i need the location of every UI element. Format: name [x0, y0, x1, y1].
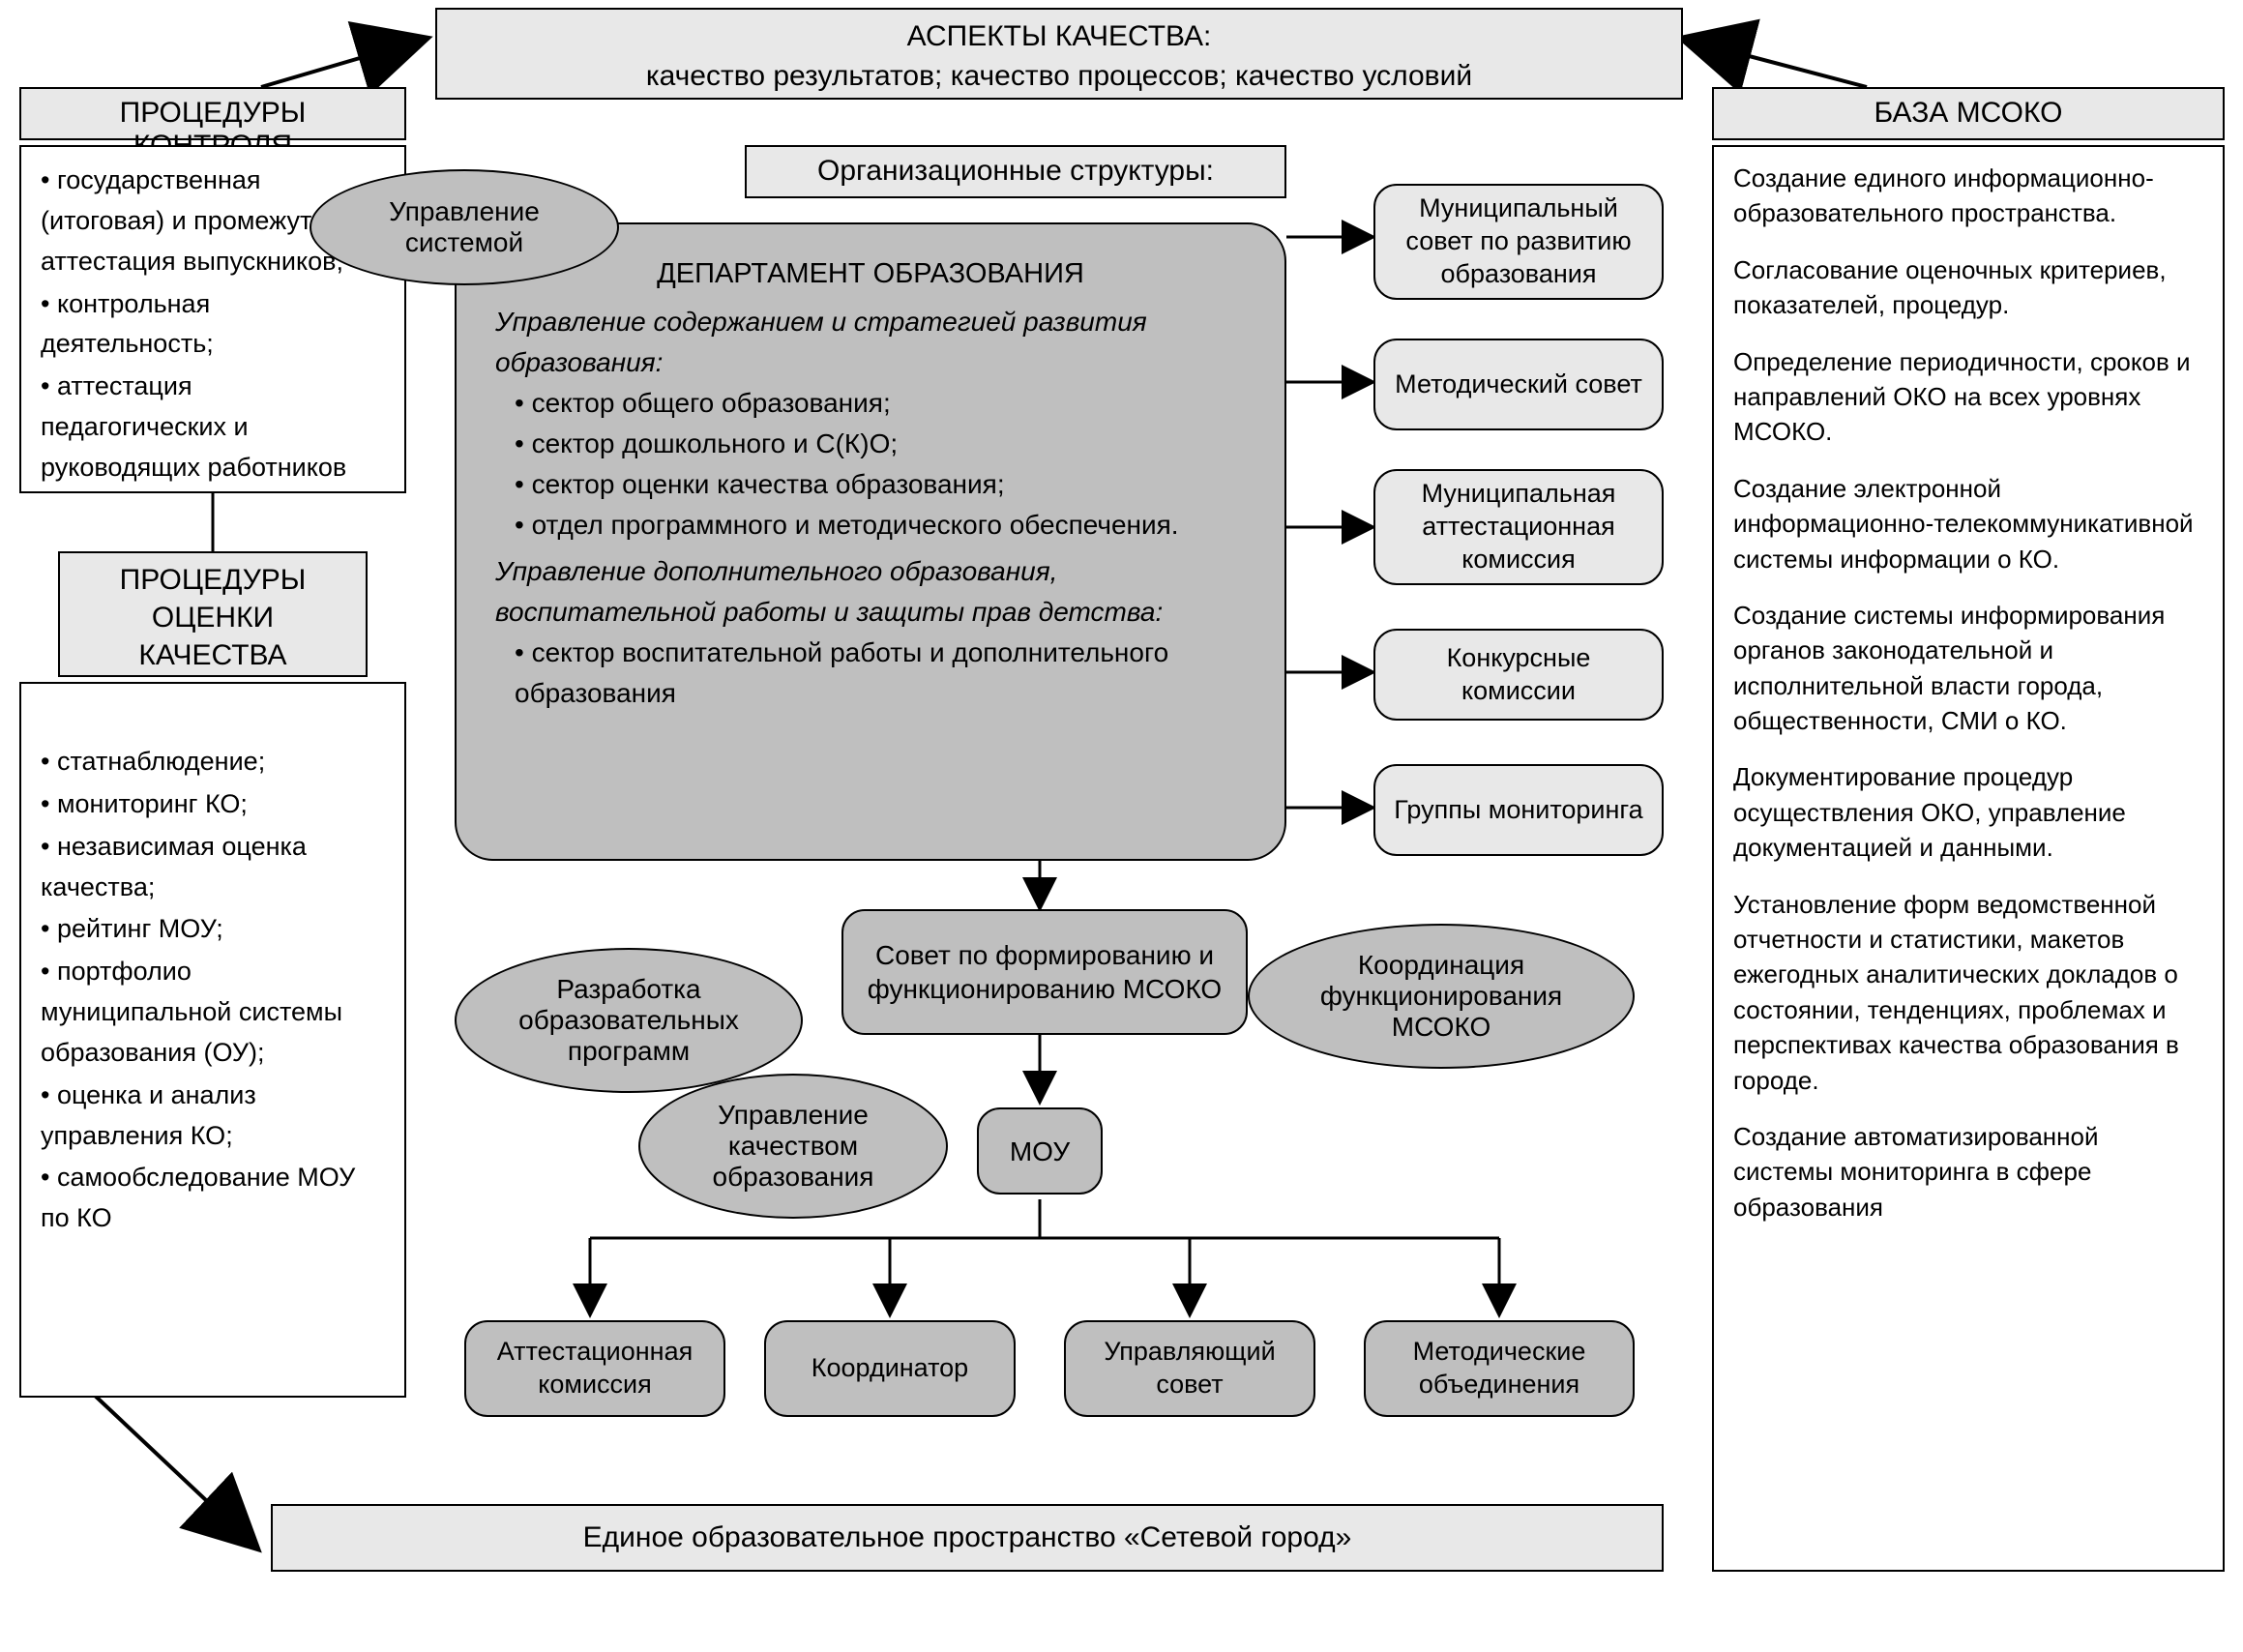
council-box: Совет по формированию и функционированию…	[841, 909, 1248, 1035]
list-item: • портфолио муниципальной системы образо…	[41, 952, 385, 1074]
ellipse-system: Управление системой	[310, 169, 619, 285]
dept-sec2-title: Управление дополнительного образования, …	[495, 551, 1246, 633]
list-item: • сектор оценки качества образования;	[495, 464, 1246, 505]
dept-title: ДЕПАРТАМЕНТ ОБРАЗОВАНИЯ	[495, 253, 1246, 296]
bottom-governing: Управляющий совет	[1064, 1320, 1315, 1417]
ellipse-coord: Координация функционирования МСОКО	[1248, 924, 1635, 1069]
node-attest-commission: Муниципальная аттестационная комиссия	[1373, 469, 1664, 585]
db-para: Создание системы информирования органов …	[1733, 598, 2203, 739]
org-structures-title: Организационные структуры:	[745, 145, 1286, 198]
left-mid-title: ПРОЦЕДУРЫ ОЦЕНКИ КАЧЕСТВА ОБРАЗОВАНИЯ	[58, 551, 368, 677]
node-competition: Конкурсные комиссии	[1373, 629, 1664, 721]
list-item: • сектор воспитательной работы и дополни…	[495, 633, 1246, 714]
left-mid-body: • статнаблюдение; • мониторинг КО; • нез…	[19, 682, 406, 1398]
list-item: • рейтинг МОУ;	[41, 909, 385, 950]
bottom-coord: Координатор	[764, 1320, 1016, 1417]
node-method-council: Методический совет	[1373, 339, 1664, 430]
list-item: • независимая оценка качества;	[41, 827, 385, 908]
db-para: Создание единого информационно-образоват…	[1733, 161, 2203, 231]
list-item: • мониторинг КО;	[41, 784, 385, 825]
db-para: Установление форм ведомственной отчетнос…	[1733, 887, 2203, 1098]
header-title: АСПЕКТЫ КАЧЕСТВА:	[453, 17, 1666, 57]
dept-sec1-title: Управление содержанием и стратегией разв…	[495, 302, 1246, 383]
bottom-attest: Аттестационная комиссия	[464, 1320, 725, 1417]
db-para: Согласование оценочных критериев, показа…	[1733, 252, 2203, 323]
list-item: • контрольная деятельность;	[41, 284, 385, 366]
db-para: Определение периодичности, сроков и напр…	[1733, 344, 2203, 450]
list-item: • самообследование МОУ по КО	[41, 1158, 385, 1239]
db-para: Создание электронной информационно-телек…	[1733, 471, 2203, 576]
header-subtitle: качество результатов; качество процессов…	[453, 57, 1666, 97]
list-item: • оценка и анализ управления КО;	[41, 1076, 385, 1157]
department-box: ДЕПАРТАМЕНТ ОБРАЗОВАНИЯ Управление содер…	[455, 222, 1286, 861]
bottom-method: Методические объединения	[1364, 1320, 1635, 1417]
list-item: • статнаблюдение;	[41, 742, 385, 782]
footer-bar: Единое образовательное пространство «Сет…	[271, 1504, 1664, 1572]
list-item: • аттестация педагогических и руководящи…	[41, 367, 385, 488]
mou-box: МОУ	[977, 1107, 1103, 1195]
node-monitoring: Группы мониторинга	[1373, 764, 1664, 856]
node-municipal-council: Муниципальный совет по развитию образова…	[1373, 184, 1664, 300]
ellipse-quality: Управление качеством образования	[638, 1074, 948, 1219]
list-item: • отдел программного и методического обе…	[495, 505, 1246, 546]
header-aspects: АСПЕКТЫ КАЧЕСТВА: качество результатов; …	[435, 8, 1683, 100]
list-item: • сектор дошкольного и С(К)О;	[495, 424, 1246, 464]
db-para: Создание автоматизированной системы мони…	[1733, 1119, 2203, 1224]
ellipse-programs: Разработка образовательных программ	[455, 948, 803, 1093]
db-title: БАЗА МСОКО	[1712, 87, 2225, 140]
left-top-title: ПРОЦЕДУРЫ КОНТРОЛЯ	[19, 87, 406, 140]
db-para: Документирование процедур осуществления …	[1733, 759, 2203, 865]
db-body: Создание единого информационно-образоват…	[1712, 145, 2225, 1572]
list-item: • сектор общего образования;	[495, 383, 1246, 424]
